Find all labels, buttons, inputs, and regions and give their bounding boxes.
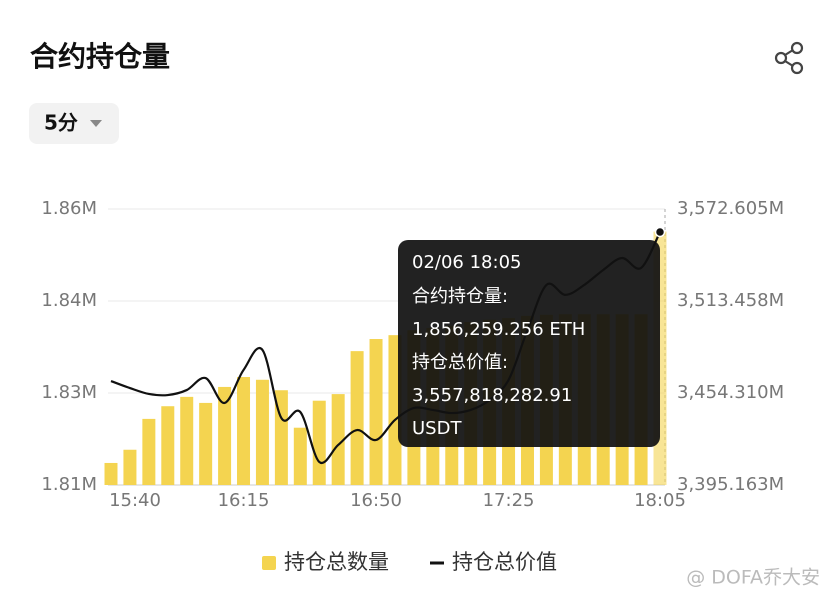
bar: [180, 396, 194, 485]
y-tick-label: 1.84M: [41, 290, 97, 311]
bar: [237, 377, 251, 485]
legend-item[interactable]: 持仓总价值: [430, 550, 557, 574]
bar: [104, 462, 118, 485]
x-tick-label: 15:40: [109, 490, 161, 511]
y-tick-label: 1.86M: [41, 198, 97, 219]
line-marker: [654, 226, 666, 238]
y2-tick-label: 3,395.163M: [677, 474, 784, 495]
bar: [199, 402, 213, 485]
tooltip-line: 3,557,818,282.91: [412, 385, 572, 406]
tooltip-line: 合约持仓量:: [412, 286, 508, 307]
bar: [350, 351, 364, 485]
bar: [255, 379, 269, 485]
tooltip-title: 02/06 18:05: [412, 252, 521, 273]
y2-tick-label: 3,572.605M: [677, 198, 784, 219]
y2-tick-label: 3,513.458M: [677, 290, 784, 311]
tooltip: 02/06 18:05 合约持仓量: 1,856,259.256 ETH 持仓总价值:…: [398, 240, 660, 447]
dropdown-label: 5分: [44, 111, 78, 135]
bar: [274, 390, 288, 485]
bar: [312, 400, 326, 485]
share-link: [784, 60, 794, 67]
share-link: [784, 49, 794, 56]
y2-tick-label: 3,454.310M: [677, 382, 784, 403]
dropdown-arrow: [90, 120, 102, 127]
share-node: [774, 51, 788, 65]
bar: [293, 427, 307, 485]
legend-label: 持仓总数量: [284, 550, 389, 574]
x-tick-label: 17:25: [483, 490, 535, 511]
legend-label: 持仓总价值: [452, 550, 557, 574]
legend-swatch: [262, 556, 276, 570]
share-button[interactable]: [774, 41, 804, 75]
x-tick-label: 18:05: [634, 490, 686, 511]
plot: 1.81M 1.83M 1.84M 1.86M 3,395.163M 3,454.310M…: [41, 198, 784, 574]
legend-item[interactable]: 持仓总数量: [262, 550, 389, 574]
bar: [161, 406, 175, 485]
bar: [123, 449, 137, 485]
bar: [369, 339, 383, 485]
tooltip-line: 1,856,259.256 ETH: [412, 319, 585, 340]
page-title: 合约持仓量: [30, 40, 170, 73]
tooltip-bg: [398, 240, 660, 447]
bar: [331, 394, 345, 485]
tooltip-line: 持仓总价值:: [412, 352, 508, 373]
x-tick-label: 16:50: [350, 490, 402, 511]
y-tick-label: 1.81M: [41, 474, 97, 495]
bar: [142, 418, 156, 485]
tooltip-line: USDT: [412, 418, 462, 439]
bar: [218, 386, 232, 485]
interval-dropdown[interactable]: 5分: [29, 103, 119, 144]
x-tick-label: 16:15: [218, 490, 270, 511]
dropdown-bg: [29, 103, 119, 144]
y-tick-label: 1.83M: [41, 382, 97, 403]
watermark: @ DOFA乔大安: [686, 567, 820, 589]
share-node: [790, 41, 804, 55]
share-node: [790, 61, 804, 75]
